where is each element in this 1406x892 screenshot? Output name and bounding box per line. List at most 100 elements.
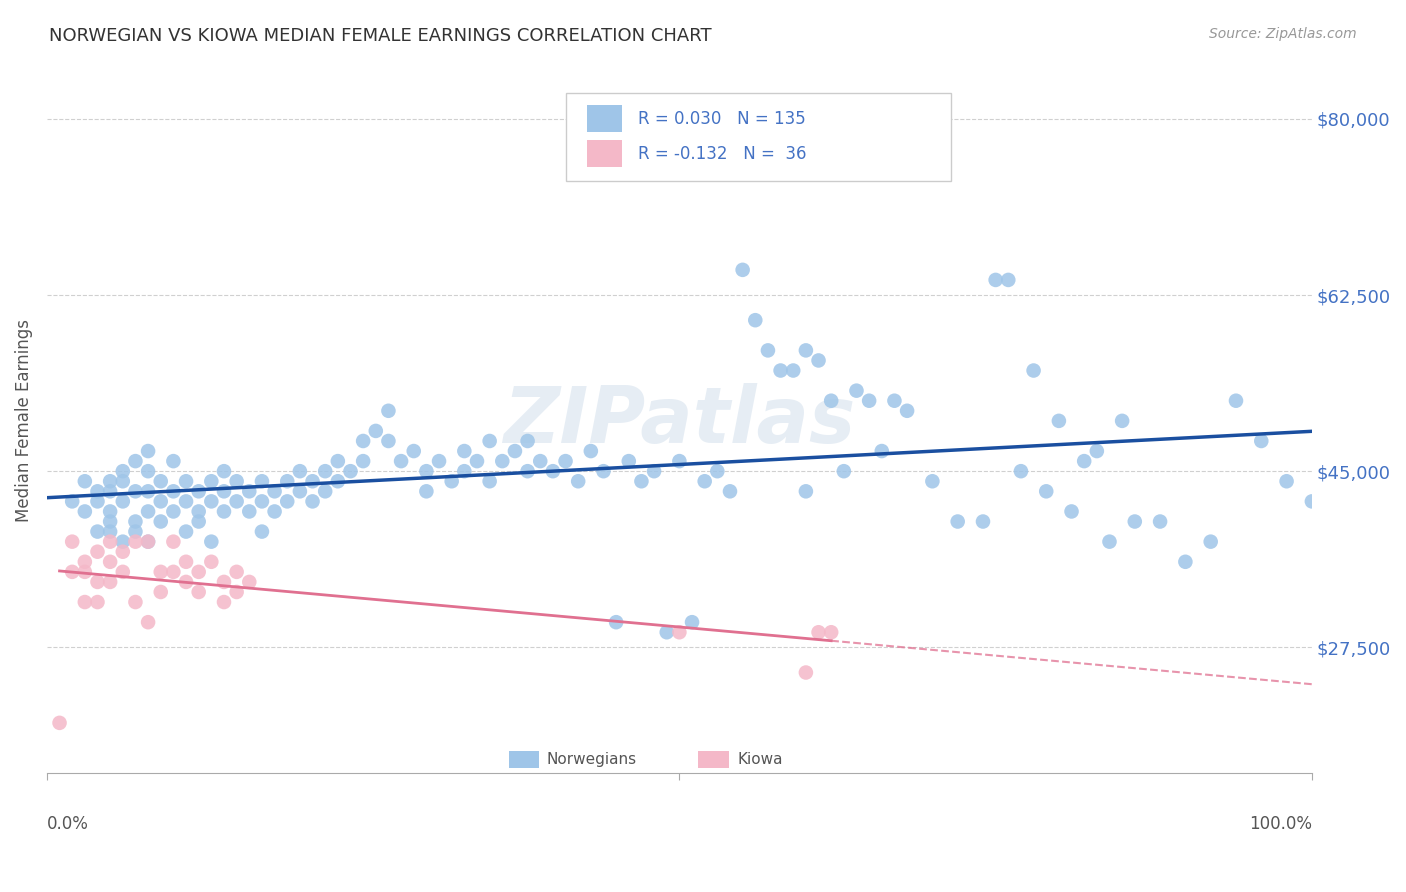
Point [162,484,184,499]
Point [1035,484,1057,499]
Point [111,565,134,579]
Point [98,475,121,489]
Text: 0.0%: 0.0% [46,815,89,833]
Point [111,494,134,508]
Point [225,585,247,599]
Point [1149,515,1171,529]
Point [314,484,336,499]
Point [554,454,576,468]
Point [731,263,754,277]
Point [820,393,842,408]
Point [377,404,399,418]
Point [124,454,146,468]
Point [174,524,197,539]
Point [225,475,247,489]
Point [301,494,323,508]
Point [314,464,336,478]
Point [807,353,830,368]
Bar [588,140,623,167]
Point [845,384,868,398]
Point [668,625,690,640]
Point [516,434,538,448]
Text: ZIPatlas: ZIPatlas [503,383,855,458]
Point [187,565,209,579]
Point [516,464,538,478]
Point [200,555,222,569]
Point [250,494,273,508]
Point [1022,363,1045,377]
Point [453,444,475,458]
Point [1060,504,1083,518]
Point [668,454,690,468]
Point [377,434,399,448]
Point [1199,534,1222,549]
Point [86,524,108,539]
FancyBboxPatch shape [565,93,952,181]
Point [718,484,741,499]
Point [946,515,969,529]
Point [60,534,83,549]
Point [98,504,121,518]
Point [1098,534,1121,549]
Text: Norwegians: Norwegians [547,752,637,766]
Point [73,475,96,489]
Bar [509,751,538,767]
Point [225,494,247,508]
Point [86,574,108,589]
Point [200,494,222,508]
Point [478,475,501,489]
Bar [588,105,623,132]
Point [238,484,260,499]
Point [98,555,121,569]
Point [352,434,374,448]
Point [225,565,247,579]
Point [858,393,880,408]
Point [187,515,209,529]
Point [415,484,437,499]
Point [756,343,779,358]
Point [200,534,222,549]
Point [60,494,83,508]
Point [794,343,817,358]
Point [541,464,564,478]
Point [579,444,602,458]
Point [794,665,817,680]
Point [98,534,121,549]
Point [174,475,197,489]
Point [643,464,665,478]
Point [1225,393,1247,408]
Point [212,574,235,589]
Point [326,454,349,468]
Point [402,444,425,458]
Text: Source: ZipAtlas.com: Source: ZipAtlas.com [1209,27,1357,41]
Point [149,475,172,489]
Point [769,363,792,377]
Point [187,504,209,518]
Point [124,524,146,539]
Point [339,464,361,478]
Point [655,625,678,640]
Point [693,475,716,489]
Point [136,504,159,518]
Point [630,475,652,489]
Point [124,595,146,609]
Point [288,484,311,499]
Point [136,444,159,458]
Point [98,524,121,539]
Point [136,615,159,630]
Text: R = 0.030   N = 135: R = 0.030 N = 135 [638,110,806,128]
Point [136,484,159,499]
Point [276,475,298,489]
Point [706,464,728,478]
Point [364,424,387,438]
Point [605,615,627,630]
Point [86,595,108,609]
Point [440,475,463,489]
Point [921,475,943,489]
Point [73,595,96,609]
Point [250,475,273,489]
Point [174,494,197,508]
Point [174,574,197,589]
Point [124,534,146,549]
Point [288,464,311,478]
